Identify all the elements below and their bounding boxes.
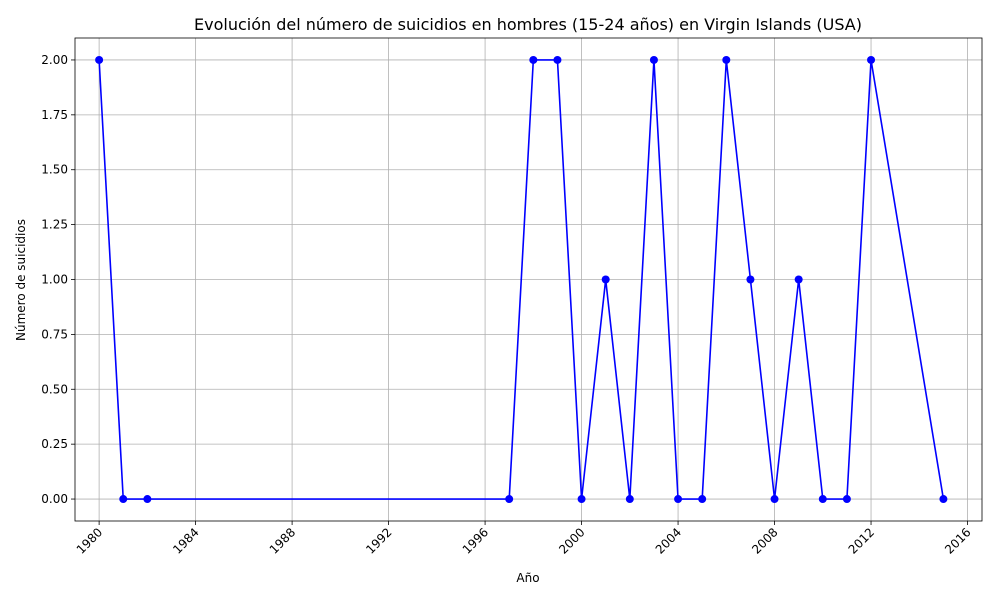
x-tick-label: 1992: [363, 525, 394, 556]
data-point: [770, 495, 779, 504]
data-point: [577, 495, 586, 504]
data-point: [867, 55, 876, 64]
y-axis-label: Número de suicidios: [14, 219, 28, 341]
data-point: [674, 495, 683, 504]
data-point: [722, 55, 731, 64]
y-tick-label: 0.75: [41, 327, 68, 341]
data-series: [95, 55, 948, 504]
data-point: [119, 495, 128, 504]
x-tick-label: 2004: [653, 525, 684, 556]
x-axis-ticks: 1980 1984 1988 1992 1996 2000 2004 2008 2012 2016: [74, 521, 974, 557]
data-point: [698, 495, 707, 504]
x-tick-label: 2016: [942, 525, 973, 556]
data-point: [818, 495, 827, 504]
data-point: [529, 55, 538, 64]
data-point: [95, 55, 104, 64]
grid-lines: [75, 38, 982, 521]
y-tick-label: 1.25: [41, 218, 68, 232]
x-tick-label: 1984: [170, 525, 201, 556]
data-point: [794, 275, 803, 284]
y-tick-label: 1.75: [41, 108, 68, 122]
x-tick-label: 1980: [74, 525, 105, 556]
data-point: [649, 55, 658, 64]
y-tick-label: 1.00: [41, 273, 68, 287]
x-tick-label: 2008: [749, 525, 780, 556]
y-axis-ticks: 0.00 0.25 0.50 0.75 1.00 1.25 1.50 1.75 2.00: [41, 53, 75, 506]
data-point: [842, 495, 851, 504]
y-tick-label: 0.00: [41, 492, 68, 506]
data-point: [505, 495, 514, 504]
x-tick-label: 1996: [460, 525, 491, 556]
y-tick-label: 1.50: [41, 163, 68, 177]
y-tick-label: 0.25: [41, 437, 68, 451]
series-line: [98, 59, 945, 500]
data-point: [746, 275, 755, 284]
x-tick-label: 2012: [846, 525, 877, 556]
x-tick-label: 2000: [556, 525, 587, 556]
data-point: [625, 495, 634, 504]
data-point: [553, 55, 562, 64]
y-tick-label: 0.50: [41, 382, 68, 396]
x-axis-label: Año: [516, 571, 539, 585]
data-point: [143, 495, 152, 504]
y-tick-label: 2.00: [41, 53, 68, 67]
chart-title: Evolución del número de suicidios en hom…: [194, 15, 862, 34]
data-point: [939, 495, 948, 504]
x-tick-label: 1988: [267, 525, 298, 556]
data-point: [601, 275, 610, 284]
